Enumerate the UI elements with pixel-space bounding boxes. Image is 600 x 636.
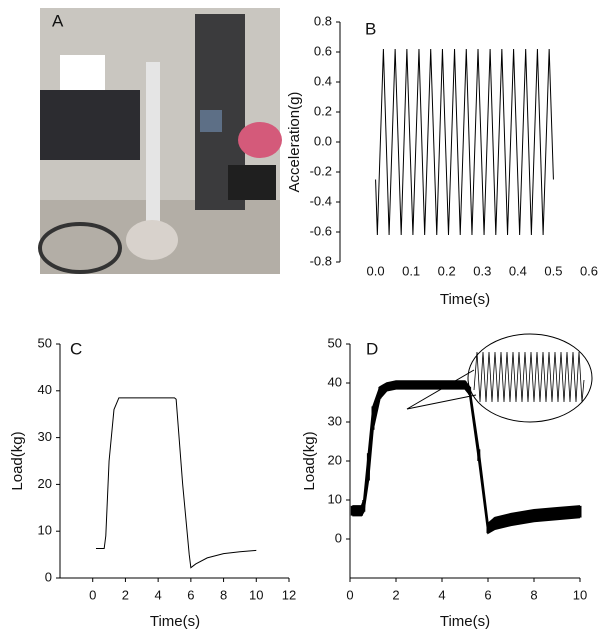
data-line <box>95 397 257 569</box>
x-axis-title: Time(s) <box>440 291 490 308</box>
y-axis-title: Load(kg) <box>301 431 318 490</box>
y-tick-label: 0 <box>45 569 52 584</box>
y-tick-label: 10 <box>38 523 52 538</box>
photo: A <box>38 8 282 274</box>
x-tick-label: 6 <box>187 587 194 602</box>
y-tick-label: 0.8 <box>314 13 332 28</box>
photo-wheelchair <box>40 90 140 160</box>
x-tick-label: 4 <box>438 587 445 602</box>
x-tick-label: 12 <box>282 587 296 602</box>
band-area <box>352 381 580 534</box>
y-tick-label: 40 <box>38 382 52 397</box>
inset <box>406 333 593 423</box>
inset-trace <box>473 351 585 403</box>
x-tick-label: 0.0 <box>367 263 385 278</box>
x-tick-label: 8 <box>530 587 537 602</box>
x-tick-label: 6 <box>484 587 491 602</box>
photo-monitor <box>200 110 222 132</box>
y-tick-label: -0.2 <box>310 163 332 178</box>
x-tick-label: 8 <box>220 587 227 602</box>
photo-mask <box>60 55 105 90</box>
y-tick-label: 0.0 <box>314 133 332 148</box>
photo-person <box>238 122 282 158</box>
x-axis-title: Time(s) <box>440 613 490 630</box>
photo-column <box>146 62 160 222</box>
y-tick-label: 30 <box>38 429 52 444</box>
inset-circle <box>467 333 593 423</box>
x-tick-label: 0.6 <box>580 263 598 278</box>
photo-base <box>126 220 178 260</box>
x-axis-title: Time(s) <box>150 613 200 630</box>
photo-wheel <box>38 222 122 274</box>
panel-label: B <box>365 19 376 38</box>
y-tick-label: 50 <box>328 335 342 350</box>
x-tick-label: 0.2 <box>438 263 456 278</box>
panel-label: D <box>366 339 378 358</box>
y-tick-label: 20 <box>38 476 52 491</box>
data-line <box>375 48 554 236</box>
x-tick-label: 4 <box>155 587 162 602</box>
x-tick-label: 10 <box>573 587 587 602</box>
y-tick-label: -0.6 <box>310 223 332 238</box>
y-tick-label: 0 <box>335 530 342 545</box>
x-tick-label: 0.1 <box>402 263 420 278</box>
x-tick-label: 0.5 <box>544 263 562 278</box>
x-tick-label: 0 <box>346 587 353 602</box>
x-tick-label: 0 <box>89 587 96 602</box>
y-tick-label: 50 <box>38 335 52 350</box>
y-tick-label: -0.8 <box>310 253 332 268</box>
y-tick-label: 0.4 <box>314 73 332 88</box>
photo-chair <box>228 165 276 200</box>
y-axis-title: Acceleration(g) <box>286 92 303 193</box>
x-tick-label: 0.3 <box>473 263 491 278</box>
y-tick-label: 10 <box>328 491 342 506</box>
y-tick-label: 0.2 <box>314 103 332 118</box>
x-tick-label: 2 <box>392 587 399 602</box>
inset-pointer <box>406 394 477 410</box>
y-axis-title: Load(kg) <box>9 431 26 490</box>
x-tick-label: 0.4 <box>509 263 527 278</box>
y-tick-label: -0.4 <box>310 193 332 208</box>
y-tick-label: 40 <box>328 374 342 389</box>
x-tick-label: 10 <box>249 587 263 602</box>
y-tick-label: 20 <box>328 452 342 467</box>
y-tick-label: 30 <box>328 413 342 428</box>
panel-label: A <box>52 11 64 30</box>
x-tick-label: 2 <box>122 587 129 602</box>
panel-label: C <box>70 339 82 358</box>
y-tick-label: 0.6 <box>314 43 332 58</box>
